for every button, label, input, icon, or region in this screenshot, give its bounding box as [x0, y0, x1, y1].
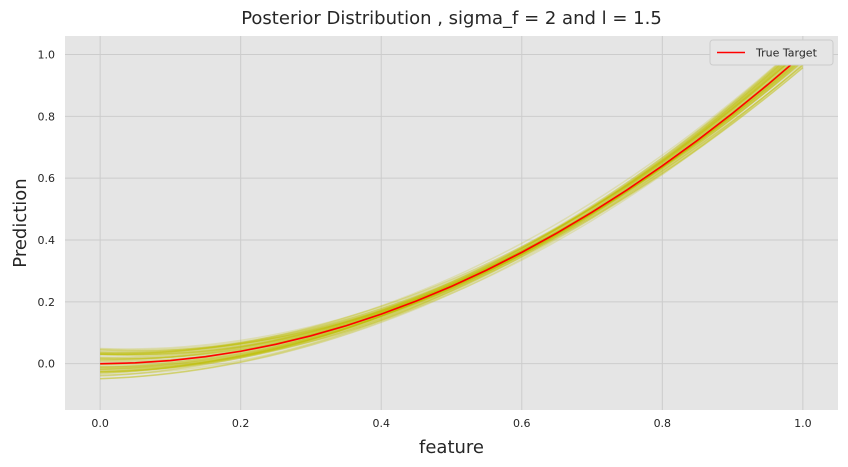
posterior-sample-line — [100, 59, 804, 380]
posterior-sample-line — [100, 45, 804, 359]
posterior-sample-line — [100, 46, 804, 376]
posterior-sample-line — [100, 46, 804, 373]
posterior-sample-line — [100, 43, 804, 366]
posterior-sample-line — [100, 49, 804, 350]
series-line-true-target — [100, 53, 804, 365]
chart-title: Posterior Distribution , sigma_f = 2 and… — [241, 8, 662, 29]
posterior-sample-line — [100, 49, 804, 360]
posterior-sample-line — [100, 55, 804, 356]
posterior-sample-line — [100, 58, 804, 355]
x-tick-label: 0.0 — [91, 417, 109, 430]
x-tick-label: 0.6 — [513, 417, 531, 430]
x-tick-label: 1.0 — [794, 417, 812, 430]
x-tick-label: 0.4 — [372, 417, 390, 430]
x-tick-label: 0.2 — [232, 417, 250, 430]
posterior-sample-line — [100, 48, 804, 354]
posterior-sample-line — [100, 61, 804, 369]
posterior-sample-line — [100, 40, 804, 355]
y-tick-label: 0.2 — [38, 296, 56, 309]
y-tick-label: 0.4 — [38, 234, 56, 247]
y-tick-label: 0.6 — [38, 172, 56, 185]
tick-labels: 0.0 0.2 0.4 0.6 0.8 1.0 0.0 0.2 0.4 0.6 0.8 1.0 — [38, 49, 812, 430]
grid — [65, 36, 838, 410]
posterior-sample-line — [100, 47, 804, 351]
series-lines — [100, 53, 804, 365]
y-tick-label: 0.0 — [38, 358, 56, 371]
posterior-sample-line — [100, 64, 804, 354]
x-axis-label: feature — [419, 437, 484, 458]
posterior-sample-line — [100, 53, 804, 380]
posterior-sample-line — [100, 56, 804, 361]
posterior-sample-line — [100, 55, 804, 354]
posterior-sample-line — [100, 43, 804, 371]
posterior-sample-line — [100, 64, 804, 354]
posterior-sample-line — [100, 58, 804, 369]
posterior-sample-line — [100, 64, 804, 368]
posterior-sample-line — [100, 59, 804, 362]
y-tick-label: 0.8 — [38, 110, 56, 123]
posterior-sample-line — [100, 48, 804, 380]
plot-background — [65, 36, 838, 410]
posterior-sample-line — [100, 48, 804, 375]
legend-label-true-target: True Target — [755, 47, 818, 60]
posterior-sample-line — [100, 57, 804, 358]
posterior-sample-line — [100, 63, 804, 356]
posterior-sample-line — [100, 41, 804, 373]
legend-box — [709, 39, 834, 66]
y-tick-label: 1.0 — [38, 49, 56, 62]
posterior-sample-line — [100, 54, 804, 356]
posterior-sample-line — [100, 59, 804, 356]
y-axis-label: Prediction — [10, 178, 31, 267]
posterior-sample-line — [100, 56, 804, 368]
posterior-sample-line — [100, 45, 804, 367]
x-tick-label: 0.8 — [654, 417, 672, 430]
posterior-sample-line — [100, 49, 804, 372]
posterior-sample-line — [100, 65, 804, 378]
legend: True Target — [709, 39, 834, 66]
